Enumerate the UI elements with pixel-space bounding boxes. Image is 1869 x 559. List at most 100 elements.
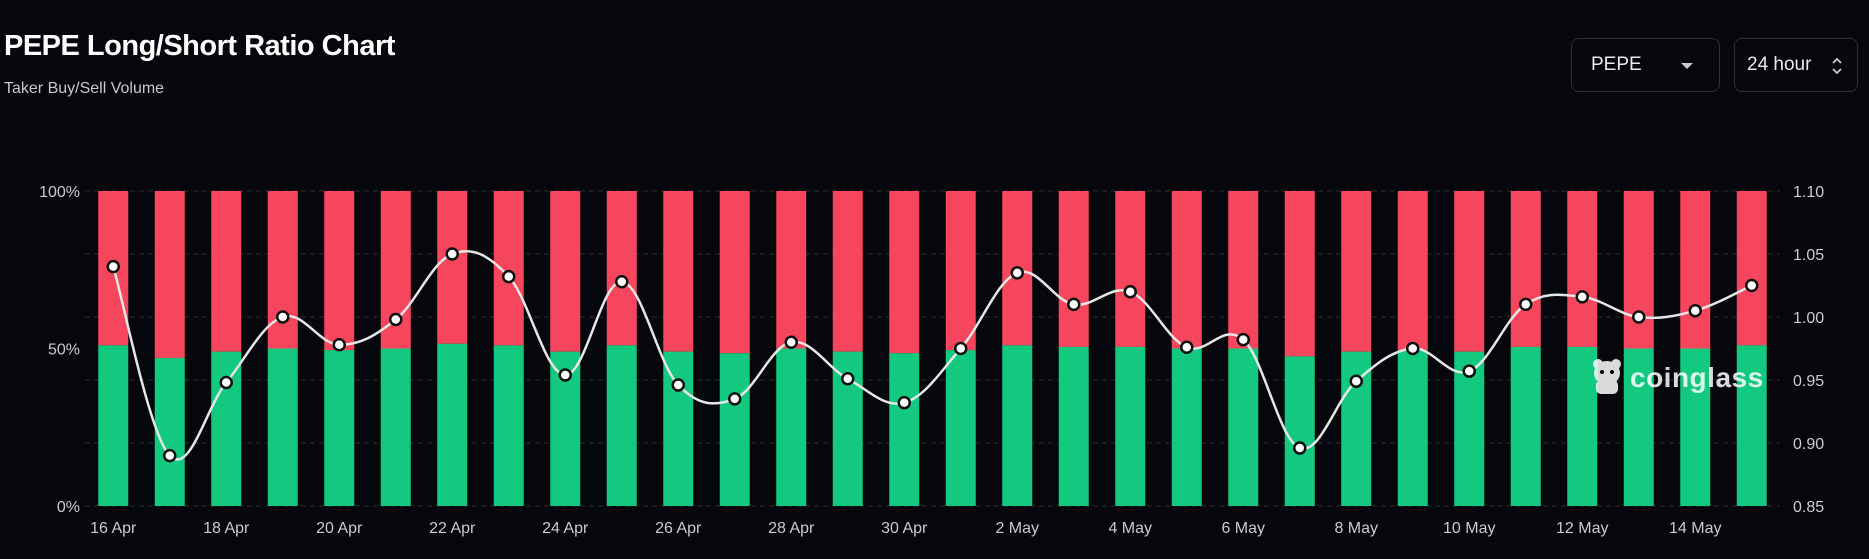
long-bar bbox=[776, 348, 807, 506]
chevron-down-icon bbox=[1681, 63, 1693, 69]
short-bar bbox=[1058, 191, 1089, 347]
x-tick-label: 4 May bbox=[1108, 520, 1152, 537]
short-bar bbox=[719, 191, 750, 354]
long-bar bbox=[1567, 346, 1598, 506]
ratio-line-series bbox=[112, 249, 1753, 461]
long-bar bbox=[211, 351, 242, 506]
ratio-point bbox=[1349, 374, 1363, 389]
ratio-point bbox=[332, 337, 346, 352]
right-axis-labels: 0.85 0.90 0.95 1.00 1.05 1.10 bbox=[1793, 184, 1824, 516]
ratio-point bbox=[1632, 310, 1646, 324]
ratio-point bbox=[1067, 297, 1081, 312]
short-bar bbox=[1171, 191, 1202, 349]
y-right-tick-label: 0.85 bbox=[1793, 499, 1824, 516]
coinglass-logo-icon bbox=[1593, 359, 1621, 394]
x-tick-label: 12 May bbox=[1556, 520, 1608, 537]
ratio-point bbox=[784, 335, 798, 349]
x-tick-label: 2 May bbox=[995, 520, 1039, 537]
long-bar bbox=[1002, 345, 1033, 506]
short-bar bbox=[493, 191, 524, 346]
y-left-tick-label: 100% bbox=[39, 184, 80, 201]
long-bar bbox=[889, 353, 920, 506]
ratio-point bbox=[276, 310, 290, 324]
ratio-point bbox=[1575, 290, 1589, 304]
ratio-point bbox=[1123, 285, 1137, 299]
long-bar bbox=[267, 348, 298, 506]
coin-select[interactable]: PEPE bbox=[1571, 38, 1720, 92]
long-bar bbox=[1171, 348, 1202, 506]
long-bar bbox=[1228, 348, 1259, 506]
ratio-point bbox=[1180, 340, 1194, 354]
short-bar bbox=[324, 191, 355, 351]
short-bar bbox=[606, 191, 637, 346]
short-bar bbox=[1284, 191, 1315, 357]
ratio-point bbox=[1406, 341, 1420, 356]
short-bar bbox=[1397, 191, 1428, 351]
short-bar bbox=[267, 191, 298, 349]
short-bar bbox=[1510, 191, 1541, 347]
ratio-point bbox=[389, 312, 403, 327]
short-bar bbox=[437, 191, 468, 344]
y-right-tick-label: 0.95 bbox=[1793, 373, 1824, 390]
short-bar bbox=[832, 191, 863, 352]
y-left-tick-label: 0% bbox=[57, 499, 80, 516]
ratio-line bbox=[112, 249, 1753, 461]
x-tick-label: 24 Apr bbox=[542, 520, 589, 537]
grid-lines bbox=[85, 190, 1780, 507]
x-tick-label: 28 Apr bbox=[768, 520, 815, 537]
short-bar bbox=[550, 191, 581, 352]
long-bar bbox=[98, 345, 129, 506]
ratio-point bbox=[502, 269, 516, 284]
x-tick-label: 26 Apr bbox=[655, 520, 702, 537]
long-bar bbox=[1115, 346, 1146, 506]
short-bar bbox=[1454, 191, 1485, 352]
ratio-point bbox=[897, 395, 911, 410]
y-left-tick-label: 50% bbox=[48, 342, 80, 359]
ratio-point bbox=[1745, 278, 1759, 293]
short-bar bbox=[211, 191, 242, 352]
ratio-point bbox=[445, 247, 459, 261]
x-tick-label: 22 Apr bbox=[429, 520, 476, 537]
short-bar bbox=[1567, 191, 1598, 347]
ratio-point bbox=[1688, 303, 1702, 318]
short-bar bbox=[1736, 191, 1767, 346]
ratio-point bbox=[558, 368, 572, 382]
x-tick-label: 16 Apr bbox=[90, 520, 137, 537]
stacked-bars bbox=[98, 191, 1767, 506]
long-bar bbox=[1623, 348, 1654, 506]
ratio-point bbox=[1010, 266, 1024, 280]
y-right-tick-label: 1.00 bbox=[1793, 310, 1824, 327]
long-bar bbox=[719, 353, 750, 506]
ratio-point bbox=[954, 341, 968, 356]
x-tick-label: 8 May bbox=[1334, 520, 1378, 537]
long-bar bbox=[606, 345, 637, 506]
period-select[interactable]: 24 hour bbox=[1734, 38, 1858, 92]
ratio-point bbox=[219, 375, 233, 390]
watermark-text: coinglass bbox=[1630, 362, 1764, 393]
long-bar bbox=[493, 345, 524, 506]
ratio-points bbox=[106, 247, 1759, 463]
ratio-point bbox=[163, 448, 177, 463]
left-axis-labels: 0% 50% 100% bbox=[39, 184, 80, 516]
coinglass-watermark: coinglass bbox=[1590, 358, 1764, 398]
x-tick-label: 30 Apr bbox=[881, 520, 928, 537]
short-bar bbox=[776, 191, 807, 349]
short-bar bbox=[663, 191, 694, 352]
x-tick-label: 6 May bbox=[1221, 520, 1265, 537]
ratio-point bbox=[1462, 364, 1476, 378]
long-bar bbox=[663, 351, 694, 506]
page-title: PEPE Long/Short Ratio Chart bbox=[4, 30, 395, 62]
long-bar bbox=[437, 343, 468, 506]
long-bar bbox=[1397, 350, 1428, 506]
short-bar bbox=[889, 191, 920, 354]
short-bar bbox=[1680, 191, 1711, 349]
period-select-value: 24 hour bbox=[1747, 54, 1812, 75]
long-bar bbox=[324, 350, 355, 506]
short-bar bbox=[1341, 191, 1372, 352]
ratio-point bbox=[106, 259, 120, 274]
ratio-point bbox=[1519, 297, 1533, 312]
up-down-chevron-icon bbox=[1832, 57, 1842, 75]
ratio-point bbox=[1293, 441, 1307, 455]
long-bar bbox=[380, 348, 411, 506]
